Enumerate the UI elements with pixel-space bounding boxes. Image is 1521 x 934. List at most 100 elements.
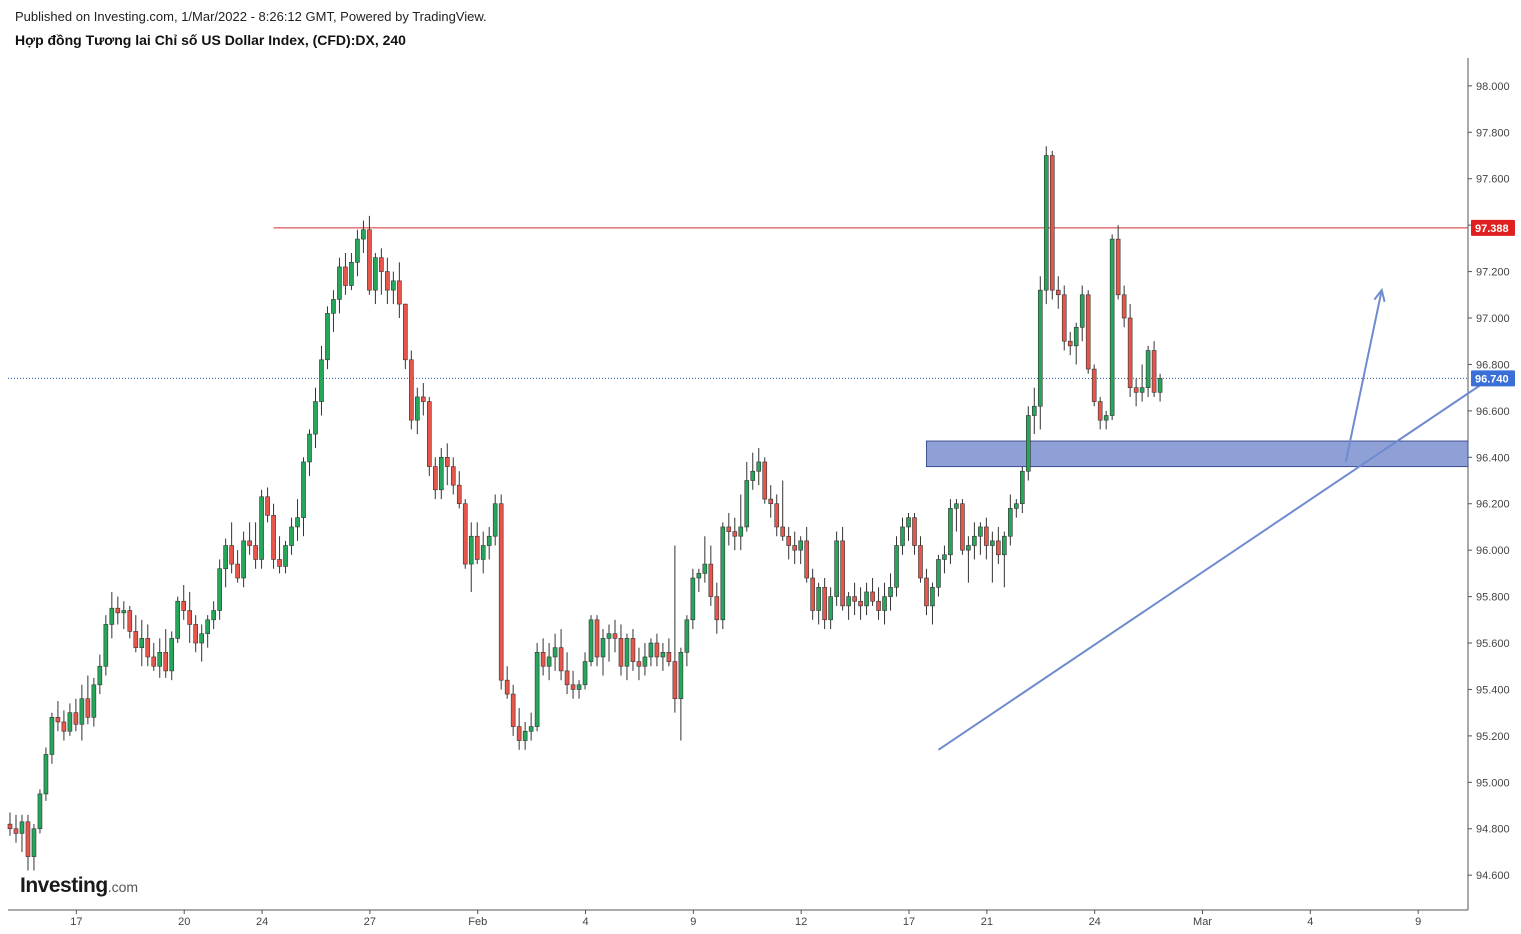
candle-down[interactable] bbox=[277, 559, 282, 567]
candle-down[interactable] bbox=[708, 563, 714, 597]
candle-up[interactable] bbox=[373, 257, 378, 291]
candle-down[interactable] bbox=[127, 610, 133, 632]
candle-down[interactable] bbox=[768, 498, 774, 505]
candle-up[interactable] bbox=[546, 656, 552, 667]
candle-up[interactable] bbox=[624, 638, 630, 667]
candle-up[interactable] bbox=[576, 684, 582, 690]
candle-down[interactable] bbox=[1151, 350, 1157, 393]
candle-up[interactable] bbox=[109, 607, 115, 625]
candle-up[interactable] bbox=[972, 535, 977, 546]
candle-down[interactable] bbox=[870, 591, 875, 602]
candle-down[interactable] bbox=[409, 359, 414, 421]
candle-down[interactable] bbox=[397, 280, 402, 305]
candle-up[interactable] bbox=[942, 554, 947, 560]
candle-down[interactable] bbox=[271, 515, 276, 560]
candle-up[interactable] bbox=[121, 610, 127, 614]
candle-down[interactable] bbox=[474, 535, 480, 560]
candle-up[interactable] bbox=[211, 610, 216, 621]
candle-up[interactable] bbox=[936, 559, 941, 588]
candle-down[interactable] bbox=[450, 466, 456, 486]
candle-down[interactable] bbox=[367, 229, 372, 291]
candle-down[interactable] bbox=[1061, 294, 1067, 342]
candle-down[interactable] bbox=[630, 638, 636, 662]
candle-up[interactable] bbox=[888, 587, 893, 597]
candle-down[interactable] bbox=[1127, 317, 1133, 388]
candle-up[interactable] bbox=[43, 754, 49, 795]
candle-down[interactable] bbox=[594, 619, 600, 658]
candle-up[interactable] bbox=[1145, 350, 1151, 388]
candle-up[interactable] bbox=[648, 642, 654, 658]
candle-down[interactable] bbox=[714, 596, 720, 621]
candle-up[interactable] bbox=[600, 638, 606, 658]
candle-up[interactable] bbox=[642, 656, 648, 667]
candle-down[interactable] bbox=[187, 610, 192, 625]
candle-up[interactable] bbox=[492, 503, 498, 537]
candle-down[interactable] bbox=[462, 503, 468, 565]
candle-down[interactable] bbox=[564, 670, 570, 686]
candle-up[interactable] bbox=[199, 633, 204, 644]
candle-up[interactable] bbox=[744, 480, 750, 528]
candle-down[interactable] bbox=[1049, 155, 1055, 291]
candle-down[interactable] bbox=[786, 535, 792, 546]
candle-down[interactable] bbox=[456, 484, 462, 505]
candle-up[interactable] bbox=[79, 698, 85, 725]
candle-up[interactable] bbox=[1008, 508, 1013, 537]
candle-up[interactable] bbox=[684, 619, 690, 653]
candle-down[interactable] bbox=[1067, 340, 1073, 347]
candle-up[interactable] bbox=[1026, 415, 1031, 472]
candle-up[interactable] bbox=[361, 229, 366, 240]
candle-up[interactable] bbox=[816, 587, 821, 611]
candle-down[interactable] bbox=[666, 652, 672, 662]
candle-up[interactable] bbox=[1139, 387, 1145, 393]
candle-up[interactable] bbox=[391, 280, 396, 291]
candle-down[interactable] bbox=[570, 684, 576, 690]
candle-up[interactable] bbox=[1014, 503, 1019, 509]
candle-up[interactable] bbox=[1103, 415, 1109, 421]
candle-down[interactable] bbox=[672, 661, 678, 700]
candle-up[interactable] bbox=[582, 661, 588, 686]
candle-up[interactable] bbox=[1073, 326, 1079, 347]
candle-down[interactable] bbox=[253, 545, 258, 560]
candle-down[interactable] bbox=[145, 638, 151, 658]
candle-down[interactable] bbox=[385, 271, 390, 291]
candle-down[interactable] bbox=[229, 545, 234, 565]
candle-up[interactable] bbox=[750, 470, 756, 481]
candle-up[interactable] bbox=[307, 433, 312, 463]
candle-down[interactable] bbox=[726, 526, 732, 532]
candle-up[interactable] bbox=[522, 730, 528, 741]
candle-down[interactable] bbox=[181, 600, 187, 611]
candle-down[interactable] bbox=[85, 698, 91, 718]
candle-up[interactable] bbox=[948, 508, 953, 556]
candle-down[interactable] bbox=[1097, 401, 1103, 421]
candle-up[interactable] bbox=[223, 545, 228, 570]
candle-up[interactable] bbox=[894, 545, 899, 588]
candle-down[interactable] bbox=[25, 821, 31, 857]
candle-down[interactable] bbox=[636, 661, 642, 667]
candle-up[interactable] bbox=[486, 535, 492, 546]
candle-down[interactable] bbox=[235, 563, 240, 579]
candle-down[interactable] bbox=[193, 624, 198, 644]
candle-down[interactable] bbox=[810, 577, 815, 611]
candle-up[interactable] bbox=[337, 266, 342, 300]
candle-up[interactable] bbox=[241, 540, 246, 579]
candle-down[interactable] bbox=[343, 266, 348, 286]
candle-up[interactable] bbox=[1020, 470, 1025, 505]
candle-up[interactable] bbox=[966, 545, 971, 551]
candle-up[interactable] bbox=[415, 396, 420, 421]
candle-down[interactable] bbox=[792, 545, 797, 551]
support-zone[interactable] bbox=[925, 440, 1469, 468]
candle-up[interactable] bbox=[1002, 535, 1007, 556]
candle-down[interactable] bbox=[403, 303, 408, 361]
candle-down[interactable] bbox=[115, 607, 121, 614]
candle-up[interactable] bbox=[1043, 155, 1049, 291]
candle-up[interactable] bbox=[319, 359, 324, 402]
candle-up[interactable] bbox=[606, 633, 612, 639]
candle-up[interactable] bbox=[331, 299, 336, 314]
candle-up[interactable] bbox=[528, 726, 534, 732]
candle-up[interactable] bbox=[720, 526, 726, 621]
candle-down[interactable] bbox=[918, 545, 923, 579]
candle-up[interactable] bbox=[205, 619, 210, 635]
candle-down[interactable] bbox=[504, 679, 510, 695]
candle-down[interactable] bbox=[247, 540, 252, 546]
